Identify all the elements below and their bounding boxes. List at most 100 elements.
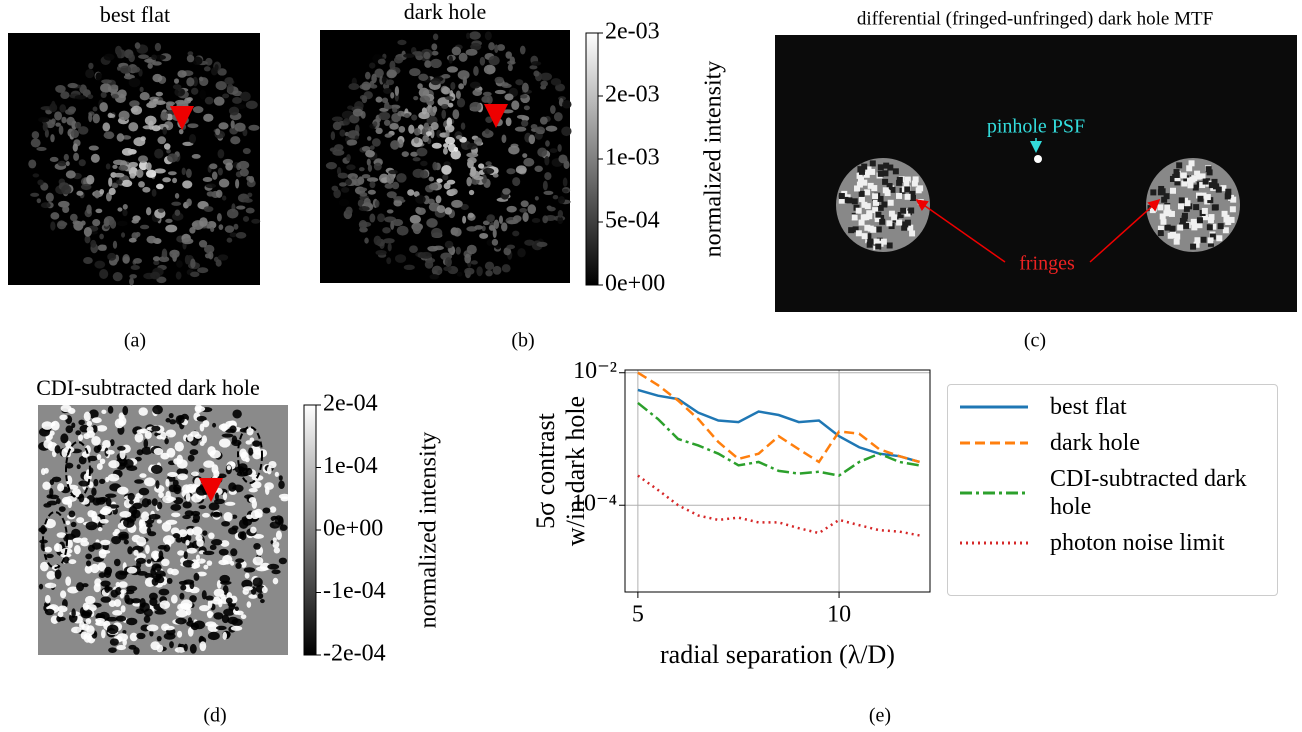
speckle — [195, 554, 201, 562]
speckle — [45, 553, 54, 559]
speckle — [544, 155, 550, 166]
speckle — [70, 129, 79, 139]
speckle — [1199, 173, 1206, 180]
speckle — [145, 169, 157, 178]
speckle — [68, 106, 77, 113]
speckle — [450, 188, 458, 195]
speckle — [172, 84, 182, 90]
speckle — [278, 480, 285, 490]
speckle — [211, 171, 218, 180]
speckle — [235, 178, 240, 189]
speckle — [846, 197, 853, 204]
speckle — [1184, 200, 1191, 207]
speckle — [86, 174, 95, 185]
speckle — [79, 84, 87, 94]
speckle — [204, 253, 212, 259]
speckle — [237, 160, 250, 170]
speckle — [99, 102, 108, 112]
contour — [42, 511, 68, 569]
speckle — [182, 559, 195, 568]
speckle — [115, 570, 128, 580]
speckle — [140, 511, 150, 522]
speckle — [102, 440, 111, 449]
speckle — [192, 518, 200, 524]
speckle — [887, 164, 894, 171]
speckle — [464, 267, 475, 275]
speckle — [1157, 225, 1164, 232]
speckle — [887, 199, 894, 206]
speckle — [129, 499, 134, 505]
speckle — [247, 192, 253, 198]
speckle — [494, 89, 506, 95]
plot-frame — [624, 369, 931, 593]
colorbar-tick-label: 0e+00 — [605, 271, 665, 297]
legend-label: best flat — [1050, 394, 1127, 420]
speckle — [484, 31, 492, 41]
speckle — [50, 134, 55, 143]
speckle — [234, 606, 239, 611]
speckle — [190, 271, 200, 278]
annotation: pinhole PSF — [987, 116, 1085, 138]
speckle — [1206, 169, 1213, 176]
speckle — [165, 418, 171, 423]
speckle — [412, 224, 422, 235]
speckle — [371, 138, 381, 147]
legend-label: dark hole — [1050, 430, 1140, 456]
speckle — [452, 227, 462, 237]
speckle — [157, 208, 165, 213]
speckle — [466, 152, 479, 158]
speckle — [67, 407, 76, 414]
speckle — [206, 560, 213, 566]
speckle — [246, 514, 253, 520]
speckle — [181, 238, 194, 245]
speckle — [202, 530, 208, 536]
speckle — [1173, 238, 1180, 245]
speckle — [104, 586, 113, 591]
speckle — [250, 510, 260, 520]
speckle — [182, 141, 194, 146]
speckle — [65, 170, 76, 179]
speckle — [1174, 175, 1181, 182]
speckle — [504, 93, 514, 101]
speckle — [116, 644, 127, 651]
speckle — [117, 220, 128, 227]
speckle — [1164, 204, 1171, 211]
speckle — [189, 133, 197, 144]
speckle — [269, 506, 277, 513]
speckle — [213, 469, 220, 478]
speckle — [861, 233, 868, 240]
speckle — [444, 207, 453, 215]
speckle — [55, 542, 60, 552]
speckle — [218, 548, 229, 556]
speckle — [116, 49, 122, 59]
speckle — [243, 198, 253, 203]
speckle — [163, 625, 175, 631]
speckle — [1196, 217, 1203, 224]
speckle — [873, 199, 880, 206]
speckle — [222, 195, 227, 201]
speckle — [904, 186, 911, 193]
speckle — [550, 105, 556, 114]
speckle — [94, 189, 100, 199]
speckle — [95, 72, 103, 81]
speckle — [431, 227, 443, 238]
speckle — [189, 449, 199, 456]
speckle — [83, 256, 93, 265]
speckle — [505, 117, 512, 127]
speckle — [175, 609, 188, 618]
speckle — [158, 550, 164, 560]
speckle — [103, 131, 115, 139]
speckle — [154, 100, 166, 105]
speckle — [262, 507, 271, 514]
speckle — [165, 101, 175, 106]
speckle — [118, 110, 130, 121]
speckle — [203, 206, 214, 212]
speckle — [169, 419, 177, 425]
speckle — [902, 221, 909, 228]
speckle — [557, 210, 564, 218]
speckle — [550, 78, 562, 86]
speckle — [886, 220, 893, 227]
speckle — [535, 126, 546, 135]
speckle — [259, 562, 271, 571]
series-line — [637, 371, 920, 464]
